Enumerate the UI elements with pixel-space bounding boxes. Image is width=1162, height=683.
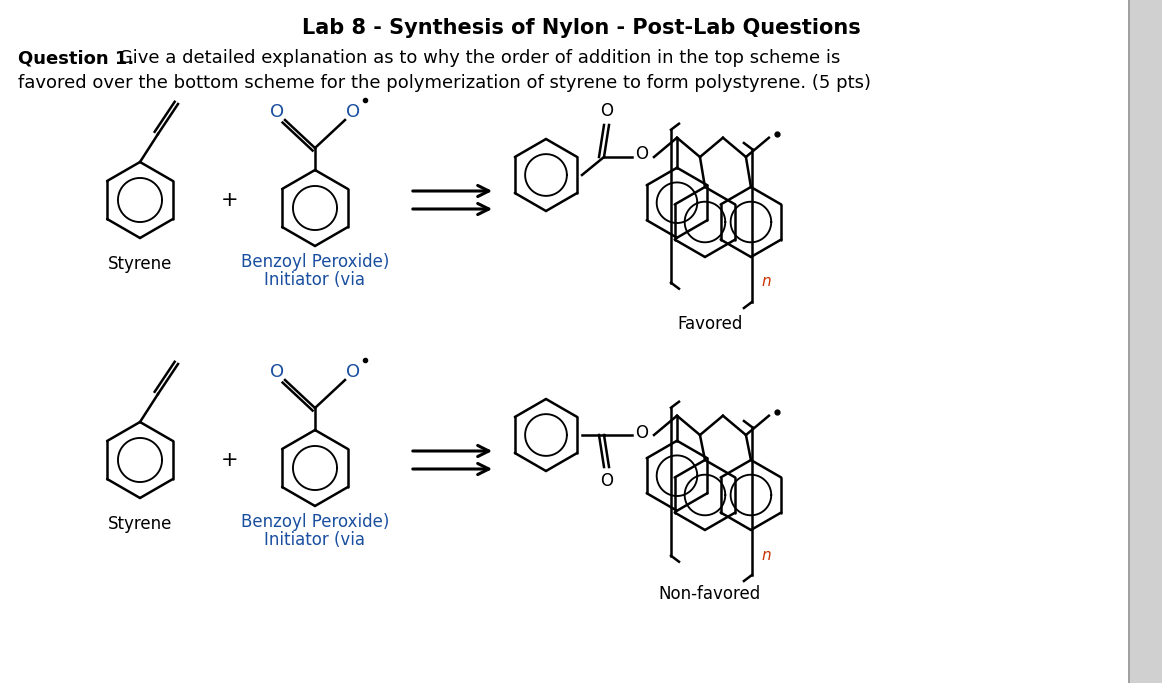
Text: Favored: Favored [677,315,743,333]
Bar [1129,0,1162,683]
Text: O: O [601,102,614,120]
Text: O: O [601,472,614,490]
Text: n: n [762,548,772,563]
Text: n: n [762,275,772,290]
Text: +: + [221,450,239,470]
Text: O: O [270,103,284,121]
Text: O: O [270,363,284,381]
Text: favored over the bottom scheme for the polymerization of styrene to form polysty: favored over the bottom scheme for the p… [17,74,871,92]
Bar [1128,0,1129,683]
Text: Initiator (via: Initiator (via [265,271,366,289]
Text: Initiator (via: Initiator (via [265,531,366,549]
Text: +: + [221,190,239,210]
Text: O: O [636,424,648,442]
Text: O: O [636,145,648,163]
Text: Styrene: Styrene [108,515,172,533]
Text: Styrene: Styrene [108,255,172,273]
Text: Question 1.: Question 1. [17,49,135,67]
Text: O: O [346,363,360,381]
Text: Give a detailed explanation as to why the order of addition in the top scheme is: Give a detailed explanation as to why th… [113,49,840,67]
Text: Non-favored: Non-favored [659,585,761,603]
Text: Benzoyl Peroxide): Benzoyl Peroxide) [241,513,389,531]
Text: Benzoyl Peroxide): Benzoyl Peroxide) [241,253,389,271]
Text: O: O [346,103,360,121]
Text: Lab 8 - Synthesis of Nylon - Post-Lab Questions: Lab 8 - Synthesis of Nylon - Post-Lab Qu… [302,18,860,38]
